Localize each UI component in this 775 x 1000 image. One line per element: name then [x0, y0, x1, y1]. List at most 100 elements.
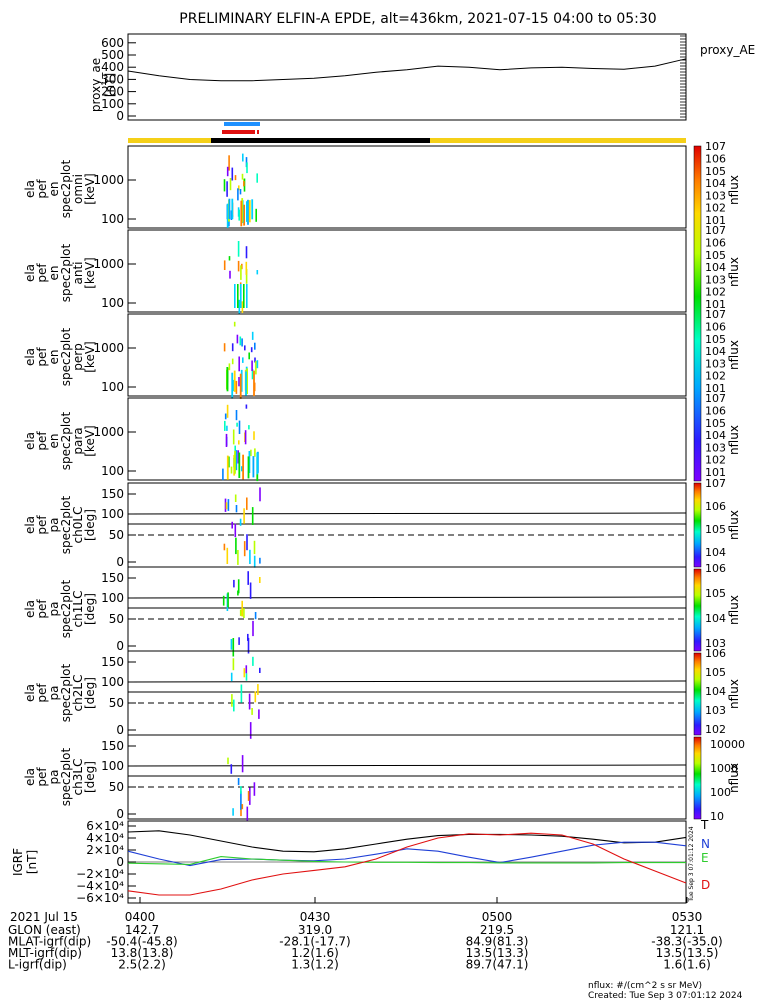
spec-pixel — [237, 241, 240, 257]
spec-pixel — [226, 367, 229, 389]
spec-panel-frame — [127, 313, 687, 397]
spec-panel-label: perp — [71, 343, 85, 371]
spec-panel-label: [keV] — [83, 341, 97, 372]
pa1-colorbar — [693, 568, 702, 652]
spec-pixel — [234, 450, 236, 474]
spec-pixel — [226, 425, 228, 431]
spec-panel-label: [keV] — [83, 257, 97, 288]
spec-pixel — [228, 256, 231, 261]
spec-pixel — [229, 178, 232, 191]
pa-pixel — [237, 550, 239, 565]
pa-panel-label: ch2LC — [71, 675, 85, 712]
pitch-angle-spectrogram-panels: 050100150elapefpaspec2plotch0LC[deg]0501… — [23, 482, 687, 821]
spec-pixel — [238, 452, 241, 478]
pa2-colorbar — [693, 652, 702, 736]
spec-pixel — [241, 301, 244, 313]
colorbar-tick-label: 105 — [705, 417, 726, 430]
pa-pixel — [259, 557, 261, 564]
proxy-ae-tick-label: 400 — [101, 60, 124, 74]
colorbar-tick-label: 102 — [705, 370, 726, 383]
spec-tick-label: 1000 — [93, 173, 124, 187]
igrf-ylabel-1: IGRF — [11, 848, 25, 876]
proxy-ae-tick-label: 500 — [101, 48, 124, 62]
spec-pixel — [248, 200, 251, 223]
chart-title: PRELIMINARY ELFIN-A EPDE, alt=436km, 202… — [179, 11, 656, 27]
spec-pixel — [224, 420, 226, 431]
science-zone-blue-bar — [224, 122, 260, 126]
ephemeris-value: 219.5 — [480, 923, 514, 937]
pa-pixel — [234, 494, 237, 502]
pa-panel-label: ela — [23, 768, 37, 786]
proxy-ae-ylabel-2: [nT] — [103, 73, 117, 97]
spec-colorbar-unit-2: nflux — [727, 257, 741, 287]
colorbar-tick-label: 107 — [705, 477, 726, 490]
spec-pixel — [239, 373, 242, 399]
pa-pixel — [251, 507, 254, 525]
x-tick-label: 0400 — [125, 910, 156, 924]
pa-pixel — [235, 537, 237, 555]
pa-pixel — [230, 764, 233, 774]
spec-panel-label: pef — [35, 179, 49, 199]
spec-pixel — [245, 371, 247, 396]
pa-pixel — [243, 668, 246, 678]
pa-tick-label: 0 — [116, 639, 124, 653]
pa-pixel — [253, 540, 256, 555]
ephemeris-value: 1.2(1.6) — [291, 946, 339, 960]
ephemeris-value: 13.5(13.5) — [656, 946, 719, 960]
spec-pixel — [226, 166, 229, 177]
pa-pixel — [239, 518, 242, 526]
science-zone-red-bar — [222, 130, 255, 134]
proxy-ae-tick-label: 0 — [116, 109, 124, 123]
spec-pixel — [248, 425, 250, 430]
pa1-colorbar-unit: nflux — [727, 595, 741, 625]
sunlit-bar-left — [128, 138, 211, 143]
pa-tick-label: 50 — [109, 612, 124, 626]
spec-pixel — [245, 157, 248, 168]
proxy-ae-tick-label: 300 — [101, 72, 124, 86]
spec-pixel — [251, 331, 254, 340]
spec-pixel — [238, 440, 240, 445]
spec-pixel — [224, 413, 227, 420]
x-tick-label: 0430 — [300, 910, 331, 924]
pa-panel-frame — [127, 650, 687, 736]
ephemeris-value: 1.6(1.6) — [663, 958, 711, 972]
ephemeris-value: -28.1(-17.7) — [279, 935, 350, 949]
pa-pixel — [248, 693, 251, 710]
pa-tick-label: 150 — [101, 739, 124, 753]
pa-panel-label: pa — [47, 602, 61, 617]
spec-pixel — [228, 456, 230, 468]
pa-pixel — [257, 684, 259, 695]
spec-panel-label: ela — [23, 432, 37, 450]
ephemeris-value: 13.5(13.3) — [466, 946, 529, 960]
proxy-ae-tick-label: 600 — [101, 36, 124, 50]
spec-pixel — [234, 445, 236, 451]
ephemeris-value: 121.1 — [670, 923, 704, 937]
spec-pixel — [233, 370, 236, 392]
pa-pixel — [232, 808, 234, 816]
spec-panel-frame — [127, 397, 687, 481]
pa-panel-label: pef — [35, 599, 49, 619]
colorbar-tick-label: 104 — [705, 177, 726, 190]
spec-panel-label: pef — [35, 347, 49, 367]
pa-pixel — [254, 612, 257, 620]
x-axis-ticks: 0400 0430 0500 0530 — [125, 897, 702, 924]
spec-panel-frame — [127, 145, 687, 229]
colorbar-tick-label: 102 — [705, 454, 726, 467]
loss-cone-line — [127, 680, 687, 683]
igrf-line-E — [127, 856, 686, 865]
pa-pixel — [232, 638, 235, 657]
spec-pixel — [253, 370, 255, 397]
spec-pixel — [238, 185, 240, 191]
spec-pixel — [223, 260, 226, 270]
colorbar-tick-label: 103 — [705, 704, 726, 717]
igrf-tick-label: 4×10⁴ — [86, 831, 124, 845]
colorbar-tick-label: 105 — [705, 165, 726, 178]
colorbar-tick-label: 10 — [710, 810, 724, 823]
pa-tick-label: 100 — [101, 675, 124, 689]
spec-pixel — [255, 208, 257, 222]
ephemeris-rows: GLON (east) 142.7 319.0 219.5 121.1 MLAT-igrf… — [8, 923, 723, 972]
pa-pixel — [247, 791, 250, 801]
pa-pixel — [259, 577, 261, 583]
pa-pixel — [254, 691, 257, 703]
